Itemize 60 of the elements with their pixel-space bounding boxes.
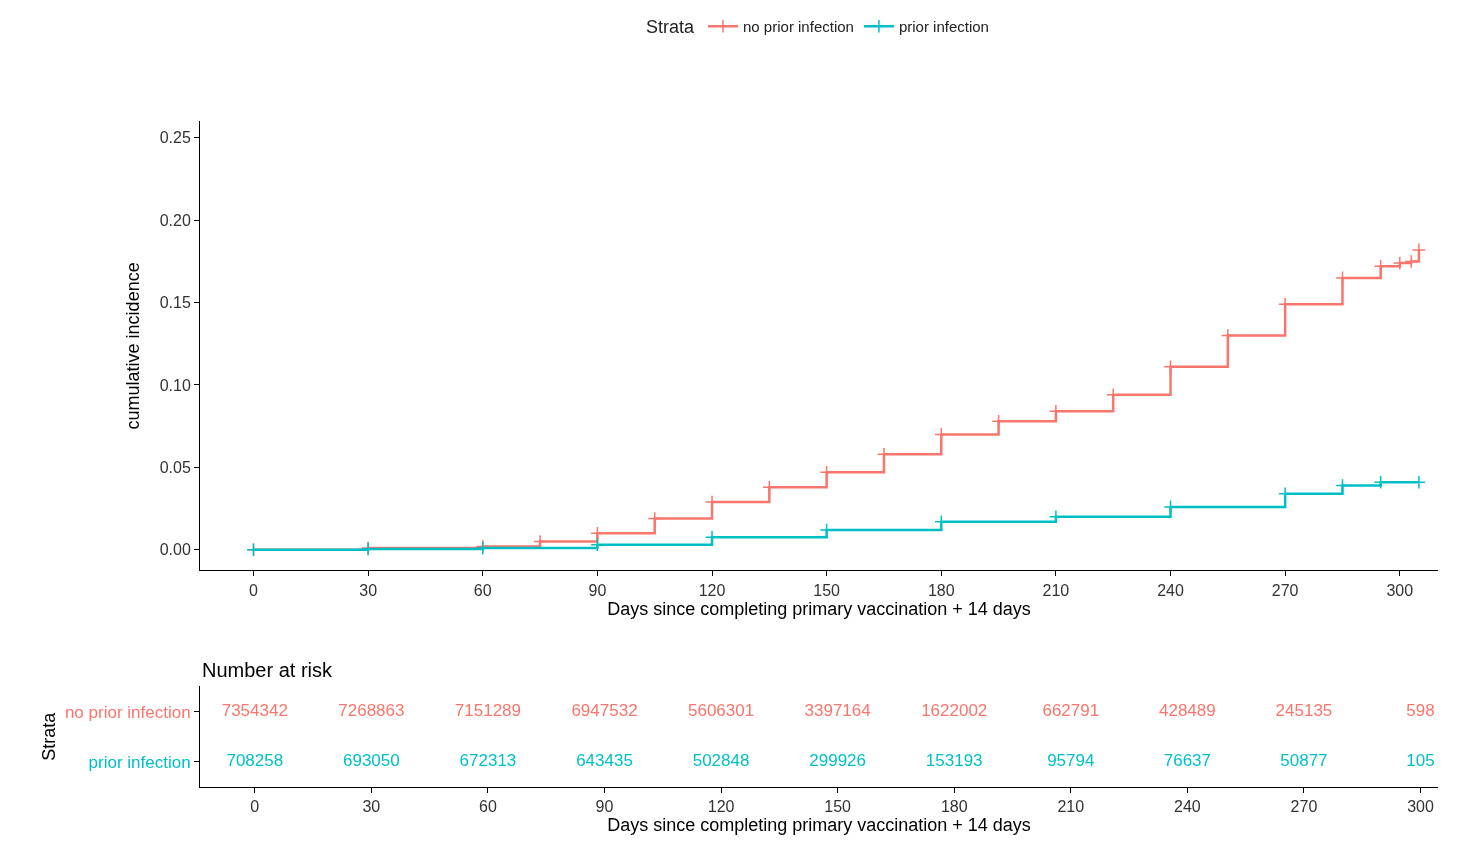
x-tick-label: 180 bbox=[927, 581, 955, 599]
x-tick-label: 60 bbox=[473, 581, 492, 599]
x-tick-label: 210 bbox=[1042, 581, 1070, 599]
x-tick-label: 120 bbox=[707, 798, 735, 816]
y-axis-title: Strata bbox=[39, 711, 60, 761]
x-tick-label: 150 bbox=[824, 798, 852, 816]
data-label: 299926 bbox=[809, 751, 867, 771]
y-tick-label: 0.00 bbox=[159, 541, 191, 559]
y-tick-label: 0.15 bbox=[159, 294, 191, 312]
y-tick-label: no prior infection bbox=[64, 702, 191, 722]
x-tick-label: 210 bbox=[1057, 798, 1085, 816]
x-tick-label: 90 bbox=[595, 798, 614, 816]
data-label: 693050 bbox=[342, 751, 400, 771]
data-label: 76637 bbox=[1163, 751, 1212, 771]
data-label: 708258 bbox=[226, 751, 284, 771]
y-tick-label: prior infection bbox=[88, 752, 191, 772]
x-tick-label: 240 bbox=[1157, 581, 1184, 599]
data-label: 6947532 bbox=[571, 700, 638, 720]
data-label: 3397164 bbox=[804, 700, 871, 720]
y-axis-title: cumulative incidence bbox=[122, 262, 143, 430]
x-tick-label: 270 bbox=[1271, 581, 1299, 599]
data-label: 1622002 bbox=[921, 700, 988, 720]
data-label: 598 bbox=[1406, 700, 1435, 720]
data-label: 245135 bbox=[1275, 700, 1333, 720]
y-tick-label: 0.10 bbox=[159, 376, 191, 394]
data-label: 7268863 bbox=[338, 700, 405, 720]
x-tick-label: 90 bbox=[588, 581, 607, 599]
x-tick-label: 120 bbox=[698, 581, 726, 599]
x-tick-label: 300 bbox=[1407, 798, 1434, 816]
data-label: 105 bbox=[1406, 751, 1435, 771]
data-label: 7151289 bbox=[454, 700, 522, 720]
chart-title: Number at risk bbox=[202, 659, 334, 681]
data-label: 643435 bbox=[576, 751, 633, 771]
x-tick-label: 0 bbox=[250, 798, 260, 816]
data-label: 662791 bbox=[1042, 700, 1100, 720]
data-label: 502848 bbox=[692, 751, 750, 771]
x-tick-label: 30 bbox=[359, 581, 378, 599]
legend-label: no prior infection bbox=[743, 18, 854, 36]
x-tick-label: 300 bbox=[1386, 581, 1414, 599]
x-axis-title: Days since completing primary vaccination + 14 days bbox=[607, 598, 1031, 619]
legend-title: Strata bbox=[646, 17, 696, 38]
data-label: 50877 bbox=[1280, 751, 1328, 771]
data-label: 672313 bbox=[459, 751, 517, 771]
y-tick-label: 0.25 bbox=[159, 129, 191, 147]
data-label: 153193 bbox=[925, 751, 983, 771]
x-axis-title: Days since completing primary vaccination + 14 days bbox=[607, 815, 1031, 836]
x-tick-label: 150 bbox=[813, 581, 841, 599]
x-tick-label: 0 bbox=[249, 581, 259, 599]
x-tick-label: 240 bbox=[1174, 798, 1201, 816]
y-tick-label: 0.20 bbox=[159, 211, 191, 229]
y-tick-label: 0.05 bbox=[159, 458, 191, 476]
data-label: 5606301 bbox=[687, 700, 755, 720]
x-tick-label: 180 bbox=[940, 798, 968, 816]
x-tick-label: 60 bbox=[479, 798, 497, 816]
data-label: 7354342 bbox=[221, 700, 288, 720]
data-label: 95794 bbox=[1047, 751, 1095, 771]
legend-label: prior infection bbox=[898, 18, 989, 36]
x-tick-label: 30 bbox=[362, 798, 381, 816]
x-tick-label: 270 bbox=[1290, 798, 1318, 816]
data-label: 428489 bbox=[1159, 700, 1216, 720]
